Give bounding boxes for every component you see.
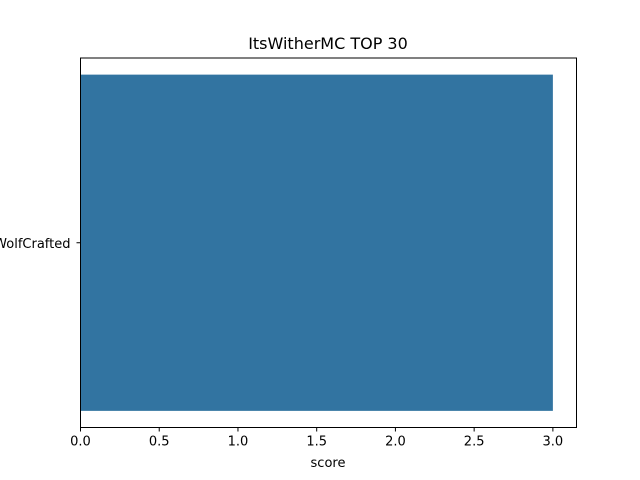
x-tick-label: 0.0 [70,435,91,450]
x-tick-label: 3.0 [543,435,564,450]
x-tick-label: 0.5 [149,435,170,450]
bars-group [80,74,553,411]
x-tick-label: 2.5 [464,435,485,450]
x-tick-label: 1.0 [228,435,249,450]
bar-wolfcrafted [80,74,553,411]
y-axis-ticks: WolfCrafted [0,237,81,252]
x-axis-label: score [311,456,346,471]
x-axis-ticks: 0.0 0.5 1.0 1.5 2.0 2.5 3.0 [70,427,564,450]
x-tick-label: 1.5 [306,435,327,450]
y-tick-label: WolfCrafted [0,237,71,252]
plot-frame [80,57,577,428]
chart-title: ItsWitherMC TOP 30 [248,34,408,53]
x-tick-label: 2.0 [385,435,406,450]
